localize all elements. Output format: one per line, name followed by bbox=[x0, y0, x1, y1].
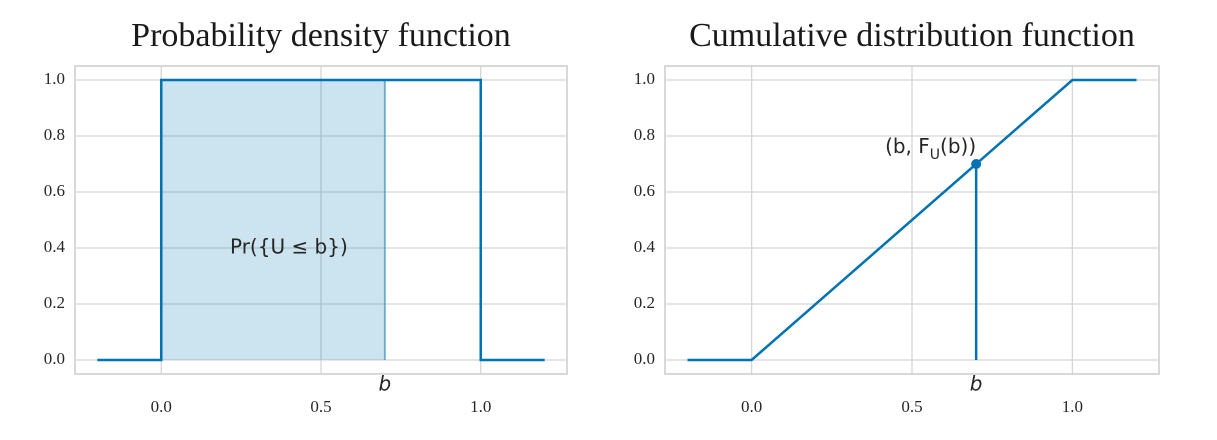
point bbox=[971, 159, 982, 169]
point-label-part: (b)) bbox=[940, 134, 976, 158]
y-tick-label: 0.4 bbox=[44, 237, 66, 256]
data-line bbox=[687, 78, 1137, 362]
x-tick-label: 0.5 bbox=[901, 397, 922, 416]
y-tick-label: 1.0 bbox=[44, 69, 65, 88]
annotation: Pr({U ≤ b}) bbox=[230, 235, 348, 259]
y-tick-label: 0.0 bbox=[634, 349, 655, 368]
chart-title: Cumulative distribution function bbox=[689, 17, 1135, 54]
point-label-part: U bbox=[930, 147, 940, 163]
y-tick-label: 0.2 bbox=[44, 293, 65, 312]
shaded-area bbox=[161, 80, 385, 360]
y-tick-label: 0.6 bbox=[44, 181, 65, 200]
y-tick-label: 0.2 bbox=[634, 293, 655, 312]
x-tick-label: 0.5 bbox=[310, 397, 331, 416]
y-tick-label: 0.8 bbox=[634, 125, 655, 144]
x-tick-label: 1.0 bbox=[470, 397, 491, 416]
data-line bbox=[97, 78, 545, 362]
y-tick-label: 0.0 bbox=[44, 349, 65, 368]
x-tick-label: 0.0 bbox=[741, 397, 762, 416]
x-tick-label: 1.0 bbox=[1062, 397, 1083, 416]
y-tick-label: 0.8 bbox=[44, 125, 65, 144]
point-label-part: (b, F bbox=[885, 134, 930, 158]
y-tick-label: 0.4 bbox=[634, 237, 656, 256]
y-tick-label: 1.0 bbox=[634, 69, 655, 88]
chart-title: Probability density function bbox=[131, 17, 511, 54]
marker-label: b bbox=[379, 372, 392, 396]
marker-label: b bbox=[970, 372, 983, 396]
y-tick-label: 0.6 bbox=[634, 181, 655, 200]
point-label: (b, FU(b)) bbox=[885, 134, 976, 164]
x-tick-label: 0.0 bbox=[151, 397, 172, 416]
